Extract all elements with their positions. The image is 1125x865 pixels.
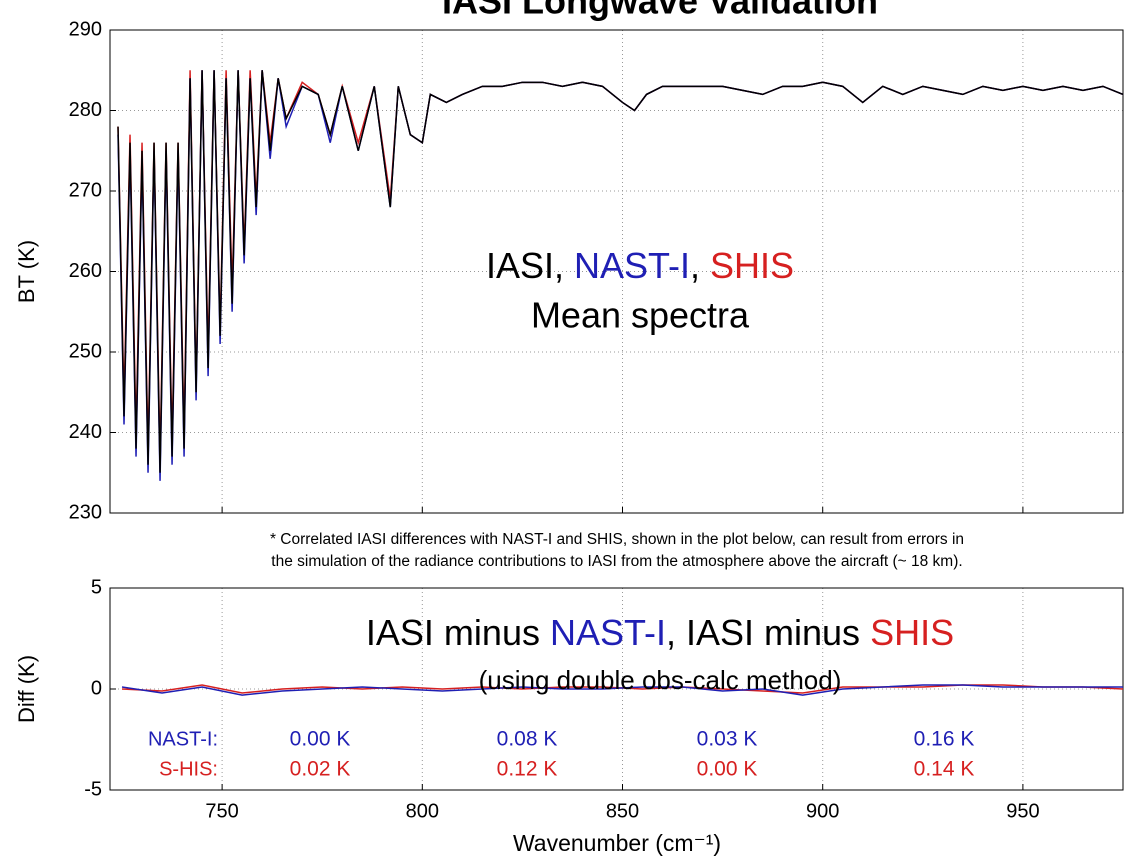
series-line [121, 684, 1123, 696]
note: * Correlated IASI differences with NAST-… [270, 531, 964, 548]
y-tick-label: 280 [69, 99, 102, 121]
y-axis-label: BT (K) [14, 240, 39, 303]
annotation-part: NAST-I [574, 245, 690, 286]
plot-frame [109, 29, 1124, 514]
y-tick-label: 5 [91, 576, 102, 598]
stats-value: 0.00 K [697, 758, 758, 781]
x-tick-label: 950 [1006, 800, 1039, 822]
annotation-part: , IASI minus [666, 612, 870, 653]
annotation-part: SHIS [710, 245, 794, 286]
x-tick-label: 900 [806, 800, 839, 822]
y-tick-label: -5 [84, 778, 102, 800]
stats-value: 0.08 K [497, 728, 558, 751]
y-tick-label: 260 [69, 260, 102, 282]
stats-value: 0.12 K [497, 758, 558, 781]
x-axis-label: Wavenumber (cm⁻¹) [513, 830, 721, 856]
annotation: IASI, NAST-I, SHIS [486, 245, 794, 286]
y-tick-label: 0 [91, 677, 102, 699]
y-tick-label: 250 [69, 340, 102, 362]
y-tick-label: 230 [69, 501, 102, 523]
annotation: Mean spectra [531, 295, 750, 336]
y-tick-label: 270 [69, 179, 102, 201]
chart-title: IASI Longwave Validation [442, 0, 878, 22]
annotation: (using double obs-calc method) [479, 665, 842, 695]
stats-value: 0.14 K [914, 758, 975, 781]
stats-value: 0.00 K [290, 728, 351, 751]
stats-label: S-HIS: [159, 758, 218, 780]
stats-label: NAST-I: [148, 728, 218, 750]
y-tick-label: 240 [69, 421, 102, 443]
annotation-part: , [690, 245, 710, 286]
x-tick-label: 850 [606, 800, 639, 822]
annotation-part: SHIS [870, 612, 954, 653]
x-tick-label: 800 [406, 800, 439, 822]
annotation-part: IASI, [486, 245, 574, 286]
annotation: IASI minus NAST-I, IASI minus SHIS [366, 612, 954, 653]
stats-value: 0.02 K [290, 758, 351, 781]
series-line [117, 70, 1123, 473]
y-tick-label: 290 [69, 18, 102, 40]
annotation-part: IASI minus [366, 612, 550, 653]
y-axis-label: Diff (K) [14, 655, 39, 723]
annotation-part: NAST-I [550, 612, 666, 653]
note: the simulation of the radiance contribut… [271, 553, 962, 570]
stats-value: 0.16 K [914, 728, 975, 751]
x-tick-label: 750 [205, 800, 238, 822]
stats-value: 0.03 K [697, 728, 758, 751]
